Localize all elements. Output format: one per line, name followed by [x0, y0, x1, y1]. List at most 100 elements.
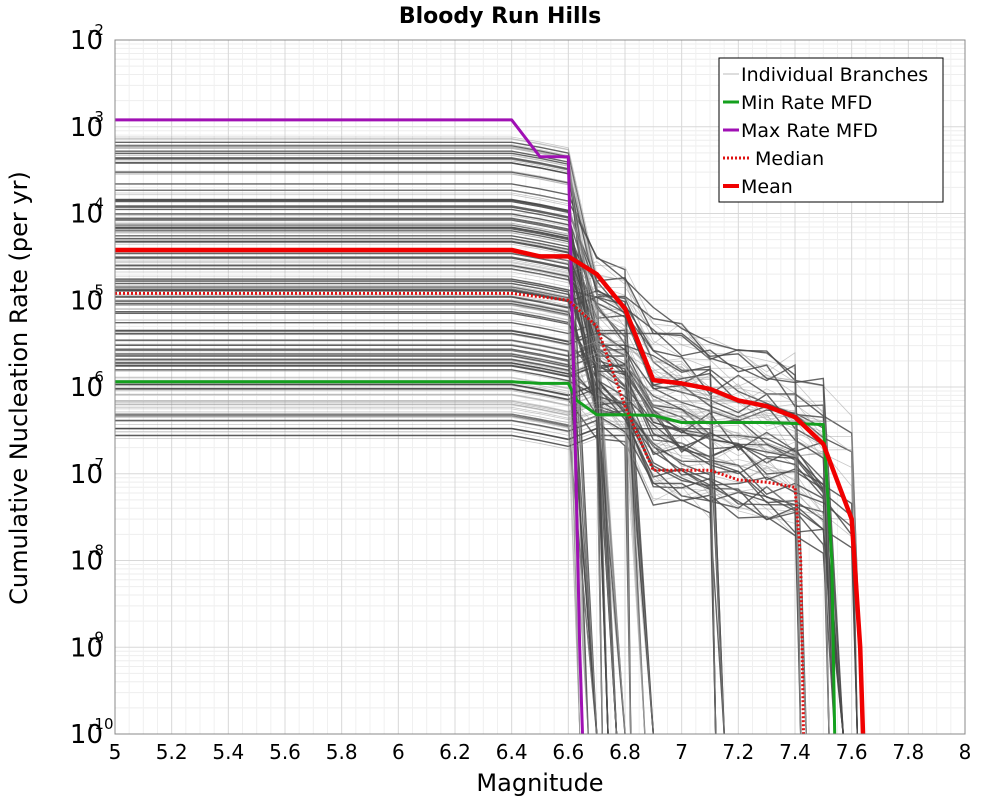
- y-tick-label: 10-8: [70, 542, 104, 577]
- y-tick-base: 10: [70, 460, 103, 490]
- legend-label-max-rate-mfd: Max Rate MFD: [741, 120, 878, 142]
- branch-line: [115, 215, 802, 735]
- series-line-max-rate-mfd: [115, 118, 584, 735]
- y-tick-base: 10: [70, 26, 103, 56]
- legend-label-median: Median: [755, 148, 824, 170]
- x-tick-label: 6.2: [439, 740, 471, 764]
- branch-line: [115, 290, 654, 735]
- y-tick-base: 10: [70, 720, 103, 750]
- y-tick-label: 10-4: [70, 195, 104, 230]
- y-tick-exponent: -7: [89, 455, 104, 473]
- series-line-median: [115, 291, 805, 735]
- branch-line: [115, 286, 654, 735]
- y-tick-exponent: -5: [89, 281, 104, 299]
- y-tick-exponent: -3: [89, 108, 104, 126]
- branch-line: [115, 360, 632, 735]
- branch-line: [115, 198, 836, 735]
- x-tick-label: 6.6: [552, 740, 584, 764]
- y-tick-label: 10-2: [70, 21, 104, 56]
- branch-line: [115, 224, 807, 735]
- series-line-mean: [115, 247, 866, 735]
- branch-line: [115, 377, 725, 735]
- x-tick-label: 5.4: [212, 740, 244, 764]
- y-axis-label: Cumulative Nucleation Rate (per yr): [5, 171, 33, 605]
- y-tick-base: 10: [70, 200, 103, 230]
- y-tick-exponent: -2: [89, 21, 104, 39]
- branch-line: [115, 296, 864, 735]
- y-tick-label: 10-6: [70, 368, 104, 403]
- y-tick-exponent: -6: [89, 368, 104, 386]
- branch-line: [115, 300, 844, 735]
- x-tick-label: 5.8: [326, 740, 358, 764]
- branch-line: [115, 333, 626, 735]
- y-tick-base: 10: [70, 633, 103, 663]
- x-tick-label: 7: [675, 740, 688, 764]
- legend-box: [718, 57, 944, 203]
- branch-line: [115, 219, 802, 735]
- branch-line: [115, 240, 858, 735]
- branch-line: [115, 393, 830, 735]
- chart-title: Bloody Run Hills: [399, 4, 601, 29]
- individual-branches: [115, 136, 864, 735]
- y-tick-base: 10: [70, 547, 103, 577]
- y-tick-label: 10-7: [70, 455, 104, 490]
- branch-line: [115, 136, 830, 735]
- branch-line: [115, 157, 844, 735]
- y-tick-label: 10-9: [70, 628, 104, 663]
- y-tick-base: 10: [70, 286, 103, 316]
- branch-line: [115, 295, 581, 735]
- y-tick-exponent: -4: [89, 195, 104, 213]
- x-tick-label: 6: [392, 740, 405, 764]
- x-tick-label: 5: [109, 740, 122, 764]
- x-tick-label: 6.8: [609, 740, 641, 764]
- x-axis-ticks: 5 5.2 5.4 5.6 5.8 6 6.2 6.4 6.6 6.8 7 7.2 7.4 7.6 7.8 8: [109, 740, 972, 764]
- branch-line: [115, 352, 807, 735]
- branch-line: [115, 413, 589, 735]
- branch-line: [115, 237, 626, 735]
- y-tick-base: 10: [70, 373, 103, 403]
- branch-line: [115, 263, 844, 735]
- branch-line: [115, 400, 844, 735]
- branch-line: [115, 332, 844, 735]
- series-line-min-rate-mfd: [115, 380, 837, 735]
- branch-line: [115, 199, 858, 735]
- branch-line: [115, 241, 836, 735]
- branch-line: [115, 415, 864, 735]
- branch-line: [115, 358, 836, 735]
- branch-line: [115, 200, 858, 735]
- y-tick-exponent: -10: [89, 715, 114, 733]
- x-tick-label: 7.2: [722, 740, 754, 764]
- legend-label-mean: Mean: [741, 176, 793, 198]
- branch-line: [115, 189, 717, 735]
- branch-line: [115, 319, 626, 735]
- x-tick-label: 5.6: [269, 740, 301, 764]
- legend-label-min-rate-mfd: Min Rate MFD: [741, 92, 872, 114]
- branch-line: [115, 369, 858, 735]
- y-tick-label: 10-3: [70, 108, 104, 143]
- x-tick-label: 7.6: [836, 740, 868, 764]
- plot-frame: [114, 39, 966, 735]
- branch-line: [115, 428, 725, 735]
- branch-line: [115, 261, 646, 735]
- branch-line: [115, 226, 844, 735]
- legend: Individual Branches Min Rate MFD Max Rat…: [718, 57, 944, 203]
- x-tick-label: 6.4: [496, 740, 528, 764]
- x-tick-label: 7.4: [779, 740, 811, 764]
- y-tick-label: 10-5: [70, 281, 104, 316]
- x-tick-label: 5.2: [156, 740, 188, 764]
- branch-line: [115, 419, 609, 735]
- branch-line: [115, 235, 654, 735]
- branch-line: [115, 387, 609, 735]
- y-tick-label: 10-10: [70, 715, 114, 750]
- branch-line: [115, 344, 725, 735]
- legend-label-individual-branches: Individual Branches: [741, 64, 928, 86]
- branch-line: [115, 192, 609, 735]
- branch-line: [115, 344, 864, 735]
- y-tick-base: 10: [70, 113, 103, 143]
- branch-line: [115, 339, 598, 735]
- series-lines: [115, 118, 866, 735]
- x-tick-label: 8: [959, 740, 972, 764]
- branch-line: [115, 257, 836, 735]
